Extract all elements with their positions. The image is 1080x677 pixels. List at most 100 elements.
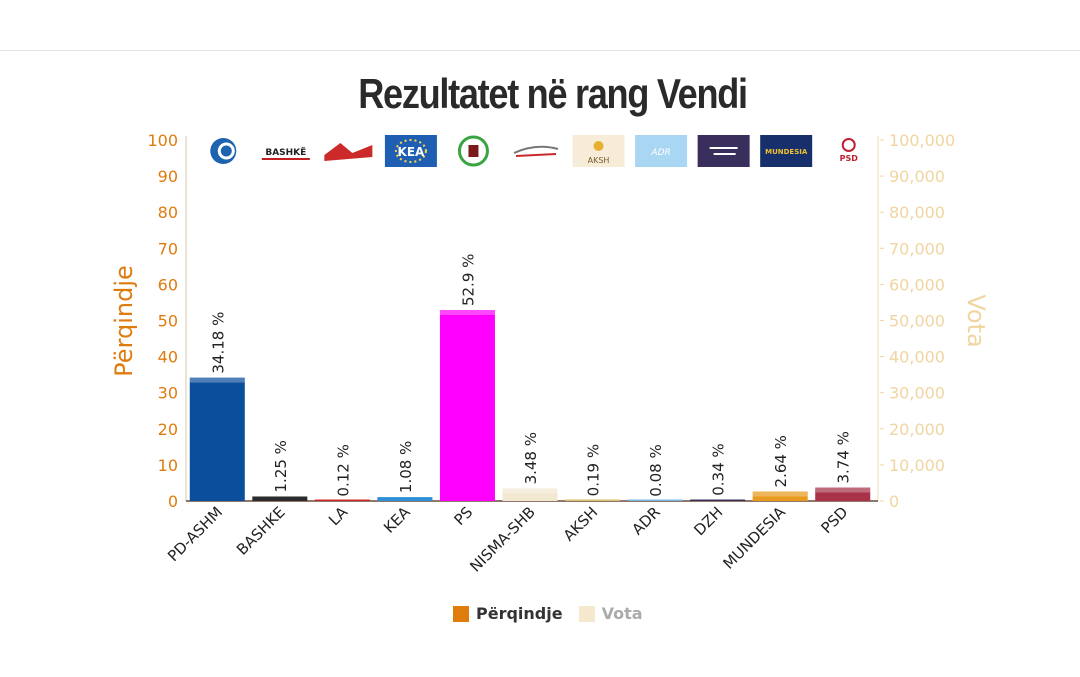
- y-tick-label-right: 0: [889, 492, 899, 511]
- psd-logo-rose: [841, 138, 856, 152]
- party-logo-ps: [457, 135, 489, 167]
- legend-item-vota[interactable]: Vota: [578, 604, 643, 623]
- chart-title: Rezultatet në rang Vendi: [358, 70, 748, 117]
- bar-highlight: [752, 491, 808, 497]
- y-tick-label-left: 30: [158, 384, 178, 403]
- data-label: 0.08 %: [647, 444, 665, 496]
- y-tick-label-right: 80,000: [889, 203, 945, 222]
- y-tick-label-right: 40,000: [889, 348, 945, 367]
- category-label: ADR: [628, 503, 664, 539]
- aksh-logo-text: AKSH: [588, 156, 610, 165]
- bar-group: [752, 491, 808, 501]
- bar-group: [189, 377, 245, 501]
- bar: [189, 377, 245, 501]
- y-tick-label-left: 40: [158, 348, 178, 367]
- kea-logo-text: KEA: [398, 145, 425, 159]
- y-tick-label-right: 100,000: [889, 131, 955, 150]
- y-tick-label-left: 90: [158, 167, 178, 186]
- bar-group: [439, 310, 495, 501]
- data-label: 0.12 %: [334, 444, 352, 496]
- bar: [377, 497, 433, 501]
- bar-group: [690, 499, 746, 501]
- legend-swatch-vota: [578, 605, 595, 622]
- party-logo-pd-ashm: [210, 138, 237, 164]
- legend-label-perqindje: Përqindje: [476, 604, 563, 623]
- top-divider: [0, 50, 1080, 51]
- bar-group: [502, 488, 558, 501]
- y-tick-label-left: 70: [158, 239, 178, 258]
- y-tick-label-left: 60: [158, 275, 178, 294]
- y-axis-title-right: Vota: [962, 294, 990, 347]
- nisma-logo-swoosh: [513, 145, 559, 154]
- kea-logo-stars: [394, 139, 427, 163]
- y-tick-label-left: 50: [158, 312, 178, 331]
- bashke-logo-text: BASHKË: [265, 147, 306, 158]
- data-label: 1.25 %: [272, 440, 290, 492]
- category-label: PS: [450, 503, 476, 529]
- la-logo-shape: [324, 143, 373, 161]
- category-label: BASHKE: [233, 503, 289, 559]
- bar-group: [627, 499, 683, 501]
- legend-item-perqindje[interactable]: Përqindje: [453, 604, 563, 623]
- data-label: 0.34 %: [710, 443, 728, 495]
- y-tick-label-right: 70,000: [889, 239, 945, 258]
- dzh-logo-mark: [709, 147, 738, 155]
- bar-group: [815, 487, 871, 501]
- aksh-logo-sun: [593, 141, 604, 151]
- category-label: AKSH: [560, 503, 602, 545]
- y-tick-label-left: 20: [158, 420, 178, 439]
- bar-highlight: [439, 310, 495, 316]
- y-tick-label-left: 0: [168, 492, 178, 511]
- bar-highlight: [502, 488, 558, 494]
- pd-logo-mark: [217, 142, 235, 160]
- party-logo-adr: ADR: [635, 135, 688, 167]
- nisma-logo-line: [515, 153, 557, 157]
- bar-highlight: [189, 377, 245, 383]
- bar-group: [377, 497, 433, 501]
- category-label: PD-ASHM: [164, 503, 226, 565]
- y-tick-label-right: 50,000: [889, 312, 945, 331]
- y-tick-label-right: 30,000: [889, 384, 945, 403]
- bar: [502, 488, 558, 501]
- mundesia-logo-bg: [760, 135, 813, 167]
- data-label: 3.48 %: [522, 432, 540, 484]
- party-logo-la: [324, 143, 373, 161]
- bar: [690, 499, 746, 501]
- legend-label-vota: Vota: [601, 604, 643, 623]
- category-label: KEA: [380, 503, 414, 537]
- bar: [752, 491, 808, 501]
- data-label: 34.18 %: [209, 312, 227, 374]
- party-logo-aksh: AKSH: [572, 135, 625, 167]
- bashke-logo-line: [261, 158, 310, 160]
- data-label: 3.74 %: [835, 431, 853, 483]
- party-logo-kea: KEA: [384, 135, 437, 167]
- y-tick-label-left: 10: [158, 456, 178, 475]
- category-label: DZH: [690, 503, 726, 539]
- y-tick-label-right: 60,000: [889, 275, 945, 294]
- y-tick-label-left: 100: [147, 131, 178, 150]
- adr-logo-text: ADR: [650, 148, 670, 158]
- bar: [314, 499, 370, 501]
- bar: [627, 499, 683, 501]
- category-label: NISMA-SHB: [466, 503, 539, 576]
- bar-group: [252, 496, 308, 501]
- party-logo-psd: PSD: [840, 138, 859, 163]
- y-tick-label-left: 80: [158, 203, 178, 222]
- bar: [252, 496, 308, 501]
- dzh-logo-bg: [697, 135, 750, 167]
- y-axis-title-left: Përqindje: [110, 265, 138, 377]
- data-label: 0.19 %: [585, 444, 603, 496]
- psd-logo-text: PSD: [840, 154, 859, 163]
- bar: [815, 487, 871, 501]
- data-label: 52.9 %: [459, 254, 477, 306]
- bar: [565, 499, 621, 501]
- legend: Përqindje Vota: [453, 604, 643, 623]
- party-logo-bashke: BASHKË: [261, 147, 310, 160]
- bar-group: [314, 499, 370, 501]
- adr-logo-bg: [635, 135, 688, 167]
- legend-swatch-perqindje: [453, 605, 469, 622]
- category-label: PSD: [818, 503, 852, 537]
- data-label: 2.64 %: [772, 435, 790, 487]
- party-logo-mundesia: MUNDESIA: [760, 135, 813, 167]
